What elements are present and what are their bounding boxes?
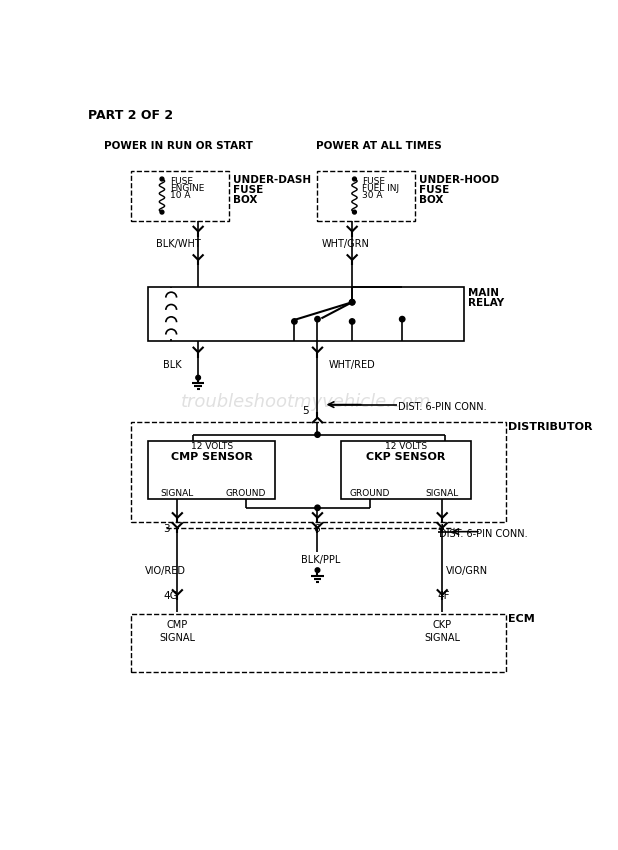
Text: 30 A: 30 A — [362, 191, 383, 201]
Text: GROUND: GROUND — [350, 490, 390, 498]
Circle shape — [399, 316, 405, 322]
Text: WHT/RED: WHT/RED — [329, 360, 376, 370]
Text: BLK: BLK — [164, 360, 182, 370]
Text: FUSE: FUSE — [419, 185, 449, 196]
Text: RELAY: RELAY — [468, 298, 504, 308]
Text: FUEL INJ: FUEL INJ — [362, 184, 399, 194]
Circle shape — [349, 299, 355, 305]
Text: 12 VOLTS: 12 VOLTS — [190, 442, 233, 451]
Circle shape — [160, 210, 164, 214]
Bar — [341, 441, 472, 499]
Bar — [131, 422, 506, 522]
Text: GROUND: GROUND — [226, 490, 266, 498]
Text: BOX: BOX — [419, 196, 444, 205]
Text: WHT/GRN: WHT/GRN — [321, 239, 369, 249]
Text: 4: 4 — [438, 524, 444, 534]
Text: CKP
SIGNAL: CKP SIGNAL — [424, 620, 460, 643]
Text: BLK/PPL: BLK/PPL — [300, 555, 340, 564]
Circle shape — [292, 319, 297, 324]
Circle shape — [315, 432, 320, 438]
Bar — [148, 441, 275, 499]
Text: troubleshootmyvehicle.com: troubleshootmyvehicle.com — [180, 394, 431, 411]
Bar — [318, 172, 415, 221]
Text: MAIN: MAIN — [468, 288, 499, 298]
Text: UNDER-DASH: UNDER-DASH — [233, 175, 311, 185]
Bar — [148, 286, 464, 341]
Text: CKP SENSOR: CKP SENSOR — [366, 451, 446, 462]
Text: 5: 5 — [302, 406, 309, 416]
Text: ECM: ECM — [509, 614, 535, 624]
Circle shape — [349, 319, 355, 324]
Text: VIO/GRN: VIO/GRN — [446, 565, 488, 575]
Text: ENGINE: ENGINE — [170, 184, 204, 194]
Text: CMP
SIGNAL: CMP SIGNAL — [159, 620, 195, 643]
Circle shape — [315, 568, 320, 572]
Text: 4G: 4G — [164, 591, 178, 601]
Text: FUSE: FUSE — [170, 178, 193, 186]
Text: DISTRIBUTOR: DISTRIBUTOR — [509, 422, 593, 432]
Text: FUSE: FUSE — [233, 185, 263, 196]
Circle shape — [349, 299, 355, 305]
Text: 12 VOLTS: 12 VOLTS — [385, 442, 427, 451]
Text: DIST. 6-PIN CONN.: DIST. 6-PIN CONN. — [399, 402, 487, 412]
Text: SIGNAL: SIGNAL — [161, 490, 194, 498]
Circle shape — [315, 505, 320, 511]
Text: FUSE: FUSE — [362, 178, 385, 186]
Circle shape — [352, 210, 357, 214]
Text: 6: 6 — [313, 524, 320, 534]
Circle shape — [196, 376, 200, 380]
Text: PART 2 OF 2: PART 2 OF 2 — [88, 109, 173, 122]
Text: VIO/RED: VIO/RED — [145, 565, 186, 575]
Text: SIGNAL: SIGNAL — [426, 490, 459, 498]
Text: POWER IN RUN OR START: POWER IN RUN OR START — [104, 140, 253, 150]
Circle shape — [160, 177, 164, 181]
Text: 4F: 4F — [438, 591, 450, 601]
Text: 10 A: 10 A — [170, 191, 190, 201]
Text: BLK/WHT: BLK/WHT — [156, 239, 201, 249]
Text: BOX: BOX — [233, 196, 257, 205]
Text: CMP SENSOR: CMP SENSOR — [171, 451, 253, 462]
Text: DIST. 6-PIN CONN.: DIST. 6-PIN CONN. — [439, 530, 528, 540]
Text: UNDER-HOOD: UNDER-HOOD — [419, 175, 499, 185]
Bar — [131, 614, 506, 672]
Text: 3: 3 — [164, 524, 170, 534]
Circle shape — [315, 316, 320, 322]
Circle shape — [352, 177, 357, 181]
Bar — [131, 172, 229, 221]
Text: POWER AT ALL TIMES: POWER AT ALL TIMES — [316, 140, 442, 150]
